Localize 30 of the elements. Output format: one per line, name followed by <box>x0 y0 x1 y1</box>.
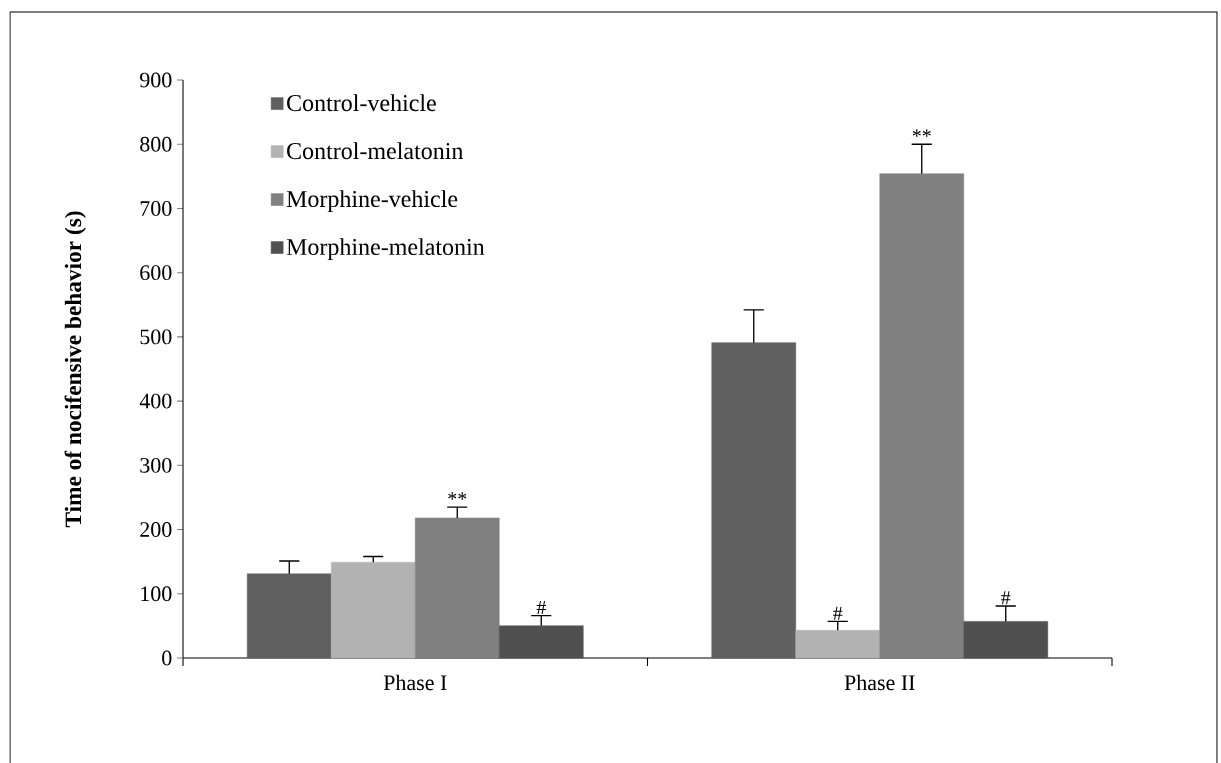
y-tick-label: 500 <box>140 329 172 345</box>
y-tick-label: 800 <box>140 136 172 152</box>
x-tick-label: Phase II <box>844 674 915 691</box>
data-label: # <box>1001 591 1011 605</box>
bar <box>879 173 965 659</box>
legend-label: Control-melatonin <box>287 142 464 160</box>
y-tick-label: 700 <box>140 201 172 216</box>
y-tick-label: 900 <box>140 72 172 88</box>
y-tick-label: 300 <box>140 457 172 473</box>
bar <box>963 621 1049 659</box>
legend-label: Morphine-vehicle <box>286 190 458 212</box>
y-tick-label: 400 <box>139 393 172 409</box>
bar <box>711 342 797 659</box>
bar <box>795 630 881 659</box>
y-tick-label: 0 <box>162 650 172 666</box>
y-tick-label: 600 <box>140 265 172 281</box>
data-label: # <box>833 606 843 620</box>
bar <box>498 625 584 659</box>
bar <box>246 573 332 659</box>
legend-label: Control-vehicle <box>287 94 436 112</box>
data-label: ** <box>448 492 467 500</box>
bar <box>414 517 500 659</box>
data-label: ** <box>912 129 931 137</box>
bar <box>330 562 416 659</box>
x-tick-label: Phase I <box>383 674 447 691</box>
y-tick-label: 100 <box>141 586 172 602</box>
legend-label: Morphine-melatonin <box>286 238 485 260</box>
data-label: # <box>536 600 546 614</box>
y-axis-title: Time of nocifensive behavior (s) <box>64 211 86 528</box>
y-tick-label: 200 <box>140 522 172 537</box>
